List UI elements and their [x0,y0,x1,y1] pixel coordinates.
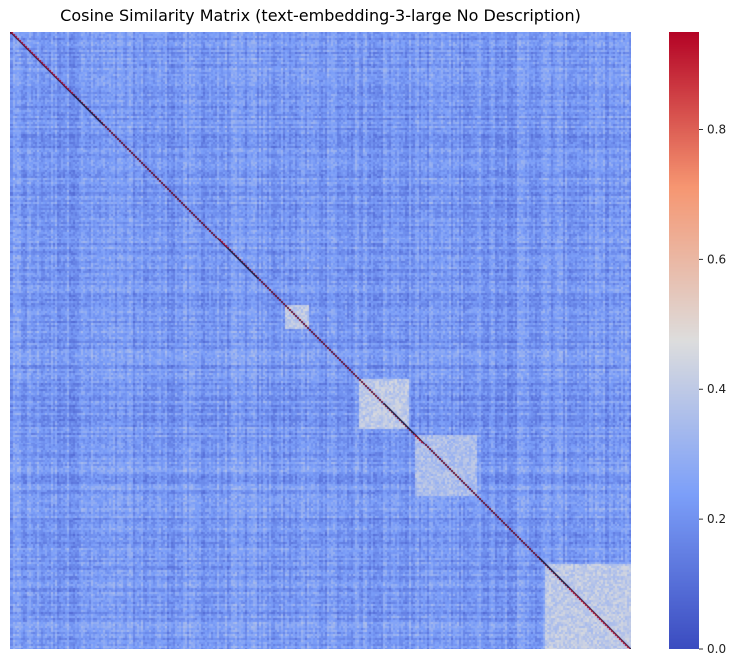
colorbar-tick-label: 0.4 [707,382,726,396]
colorbar-tick-label: 0.6 [707,252,726,266]
heatmap-grid [10,32,631,649]
colorbar-axis: 0.0 0.2 0.4 0.6 0.8 [699,122,726,656]
colorbar-tick-label: 0.8 [707,122,726,136]
colorbar-tick-label: 0.0 [707,642,726,656]
colorbar [669,32,699,649]
colorbar-tick-label: 0.2 [707,512,726,526]
chart-title: Cosine Similarity Matrix (text-embedding… [60,6,581,25]
